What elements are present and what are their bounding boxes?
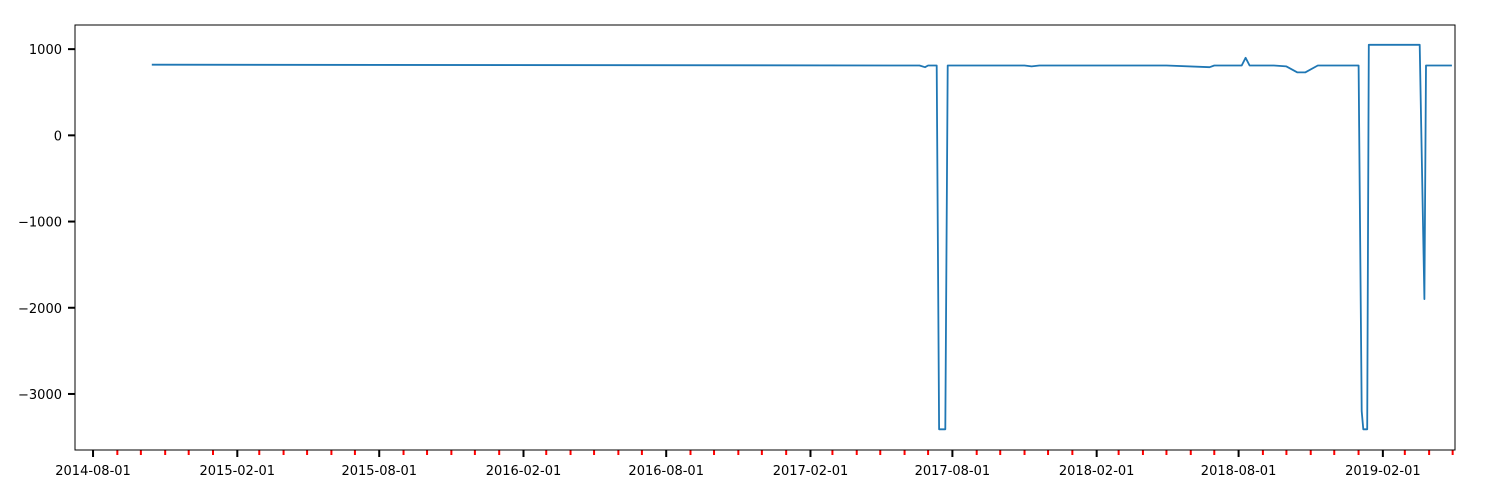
y-tick-label: 0 (54, 129, 62, 144)
x-tick-label: 2019-02-01 (1345, 464, 1421, 479)
plot-frame (74, 24, 1456, 451)
y-tick-label: 1000 (29, 43, 62, 58)
y-tick-label: −2000 (18, 302, 62, 317)
x-tick-label: 2016-08-01 (628, 464, 704, 479)
y-tick-label: −3000 (18, 388, 62, 403)
x-tick-label: 2018-08-01 (1201, 464, 1277, 479)
x-tick-label: 2017-02-01 (773, 464, 849, 479)
x-tick-label: 2014-08-01 (55, 464, 131, 479)
x-tick-label: 2018-02-01 (1059, 464, 1135, 479)
x-axis: 2014-08-01 2015-02-01 2015-08-01 2016-02-01… (55, 450, 1421, 479)
series-layer (151, 43, 1452, 431)
x-tick-label: 2016-02-01 (486, 464, 562, 479)
y-axis: 1000 0 −1000 −2000 −3000 (18, 43, 75, 403)
minor-ticks (116, 450, 1454, 455)
x-tick-label: 2015-08-01 (341, 464, 417, 479)
series-line-0 (151, 43, 1452, 431)
x-tick-label: 2015-02-01 (200, 464, 276, 479)
y-tick-label: −1000 (18, 216, 62, 231)
plot-background (75, 25, 1455, 450)
x-tick-label: 2017-08-01 (915, 464, 991, 479)
